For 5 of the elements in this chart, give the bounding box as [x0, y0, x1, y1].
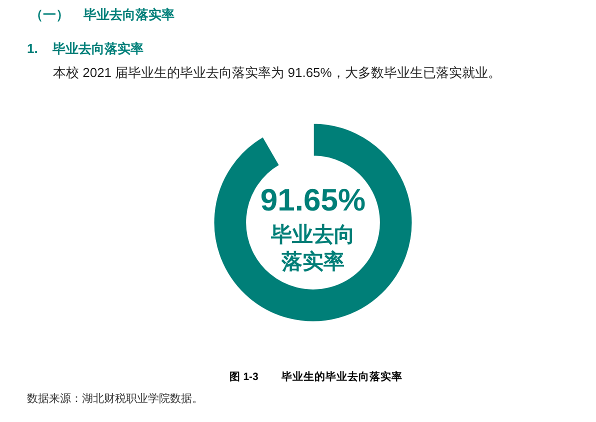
annotation: 本校 2021 届毕业生的毕业去向落实率为 91.65%，大多数毕业生已落实就业。	[53, 65, 501, 80]
subtitle: 1. 毕业去向落实率	[27, 41, 144, 56]
annotation: 图 1-3 毕业生的毕业去向落实率	[229, 371, 403, 383]
annotation: 数据来源：湖北财税职业学院数据。	[27, 393, 203, 405]
title: （一） 毕业去向落实率	[30, 7, 174, 22]
